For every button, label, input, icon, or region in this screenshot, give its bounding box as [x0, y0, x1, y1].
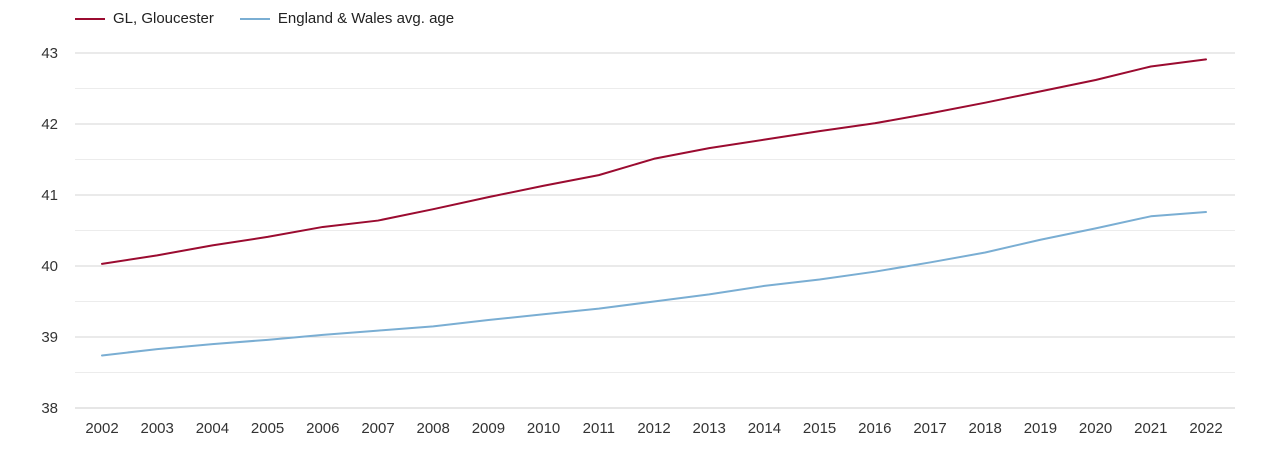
data-point[interactable] [871, 119, 879, 127]
data-point[interactable] [650, 155, 658, 163]
legend-swatch-england-wales [239, 17, 270, 20]
series-lines [98, 55, 1210, 359]
y-tick-label: 40 [41, 258, 58, 275]
x-tick-label: 2008 [417, 420, 450, 437]
data-point[interactable] [153, 345, 161, 353]
data-point[interactable] [760, 282, 768, 290]
legend-label-gloucester: GL, Gloucester [113, 10, 214, 27]
x-axis-ticks: 2002 2003 2004 2005 2006 2007 2008 2009 2010 2011… [85, 420, 1222, 437]
x-tick-label: 2014 [748, 420, 781, 437]
x-tick-label: 2006 [306, 420, 339, 437]
data-point[interactable] [374, 217, 382, 225]
x-tick-label: 2022 [1189, 420, 1222, 437]
legend-swatch-gloucester [75, 17, 105, 20]
data-point[interactable] [1147, 62, 1155, 70]
legend-item-england-wales[interactable]: England & Wales avg. age [239, 10, 455, 27]
y-tick-label: 42 [41, 116, 58, 133]
data-point[interactable] [816, 275, 824, 283]
data-point[interactable] [1092, 76, 1100, 84]
y-tick-label: 41 [41, 187, 58, 204]
legend: GL, Gloucester England & Wales avg. age [75, 10, 454, 27]
x-tick-label: 2002 [85, 420, 118, 437]
x-tick-label: 2005 [251, 420, 284, 437]
data-point[interactable] [98, 260, 106, 268]
x-tick-label: 2021 [1134, 420, 1167, 437]
data-point[interactable] [760, 136, 768, 144]
data-point[interactable] [871, 268, 879, 276]
data-point[interactable] [153, 251, 161, 259]
x-tick-label: 2009 [472, 420, 505, 437]
y-axis-ticks: 38 39 40 41 42 43 [41, 45, 58, 417]
data-point[interactable] [1092, 224, 1100, 232]
data-point[interactable] [595, 171, 603, 179]
data-point[interactable] [705, 290, 713, 298]
x-tick-label: 2018 [969, 420, 1002, 437]
data-point[interactable] [595, 305, 603, 313]
series-line-1 [101, 211, 1207, 357]
data-point[interactable] [1036, 236, 1044, 244]
data-point[interactable] [264, 233, 272, 241]
x-tick-label: 2019 [1024, 420, 1057, 437]
data-point[interactable] [98, 351, 106, 359]
data-point[interactable] [705, 144, 713, 152]
data-point[interactable] [484, 193, 492, 201]
data-point[interactable] [319, 223, 327, 231]
data-point[interactable] [540, 182, 548, 190]
grid-lines [75, 52, 1235, 409]
x-tick-label: 2010 [527, 420, 560, 437]
x-tick-label: 2004 [196, 420, 229, 437]
data-point[interactable] [1202, 55, 1210, 63]
legend-item-gloucester[interactable]: GL, Gloucester [75, 10, 214, 27]
data-point[interactable] [264, 336, 272, 344]
x-tick-label: 2016 [858, 420, 891, 437]
x-tick-label: 2012 [637, 420, 670, 437]
data-point[interactable] [981, 99, 989, 107]
data-point[interactable] [429, 205, 437, 213]
y-tick-label: 38 [41, 400, 58, 417]
data-point[interactable] [816, 127, 824, 135]
x-tick-label: 2013 [693, 420, 726, 437]
data-point[interactable] [374, 327, 382, 335]
data-point[interactable] [429, 322, 437, 330]
data-point[interactable] [981, 249, 989, 257]
x-tick-label: 2011 [583, 420, 615, 437]
x-tick-label: 2015 [803, 420, 836, 437]
y-tick-label: 39 [41, 329, 58, 346]
legend-label-england-wales: England & Wales avg. age [277, 10, 455, 27]
data-point[interactable] [650, 298, 658, 306]
data-point[interactable] [1036, 87, 1044, 95]
data-point[interactable] [926, 258, 934, 266]
data-point[interactable] [208, 340, 216, 348]
x-tick-label: 2003 [141, 420, 174, 437]
data-point[interactable] [208, 241, 216, 249]
series-line-0 [101, 58, 1207, 265]
data-point[interactable] [1202, 208, 1210, 216]
x-tick-label: 2007 [361, 420, 394, 437]
data-point[interactable] [540, 310, 548, 318]
data-point[interactable] [484, 316, 492, 324]
data-point[interactable] [926, 109, 934, 117]
x-tick-label: 2017 [913, 420, 946, 437]
data-point[interactable] [1147, 212, 1155, 220]
y-tick-label: 43 [41, 45, 58, 62]
data-point[interactable] [319, 331, 327, 339]
x-tick-label: 2020 [1079, 420, 1112, 437]
